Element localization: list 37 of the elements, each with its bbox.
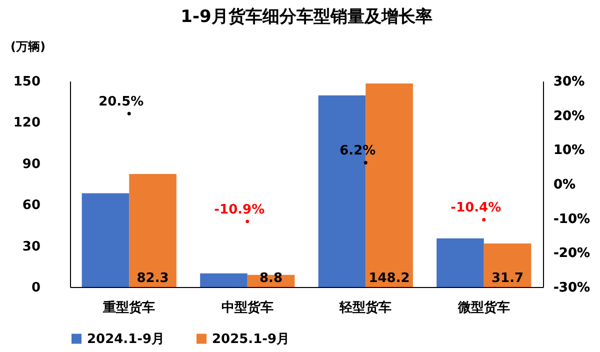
- bar: [82, 193, 130, 287]
- x-tick-label: 中型货车: [221, 300, 274, 316]
- point: [127, 112, 131, 116]
- y-tick-label: 0: [31, 280, 40, 296]
- bar: [200, 273, 248, 287]
- y-axis-title: (万辆): [10, 40, 46, 54]
- data-label: 31.7: [491, 271, 524, 286]
- y2-tick-label: -20%: [554, 246, 590, 262]
- chart-title: 1-9月货车细分车型销量及增长率: [180, 7, 432, 27]
- data-label: -10.9%: [214, 202, 265, 218]
- bar: [484, 243, 532, 287]
- data-label: -10.4%: [450, 200, 502, 216]
- y2-tick-label: 30%: [554, 74, 585, 90]
- y-tick-label: 120: [13, 116, 40, 131]
- y2-tick-label: -30%: [554, 280, 590, 296]
- y2-tick-label: 0%: [554, 178, 576, 192]
- bar: [129, 174, 176, 287]
- data-label: 8.8: [260, 271, 283, 286]
- y-tick-label: 30: [22, 239, 40, 254]
- y-tick-label: 90: [22, 156, 40, 172]
- data-label: 20.5%: [98, 94, 144, 110]
- y-tick-label: 60: [22, 198, 40, 214]
- x-tick-label: 轻型货车: [338, 300, 392, 316]
- y2-tick-label: -10%: [554, 212, 590, 227]
- data-label: 82.3: [136, 271, 169, 286]
- bar: [436, 238, 484, 287]
- data-label: 148.2: [368, 271, 410, 286]
- y2-tick-label: 20%: [554, 108, 585, 124]
- legend-label: 2024.1-9月: [87, 332, 165, 347]
- point: [482, 218, 486, 222]
- x-tick-label: 重型货车: [102, 300, 156, 316]
- point: [364, 160, 368, 164]
- point: [246, 220, 250, 224]
- y-tick-label: 150: [13, 74, 40, 90]
- legend-label: 2025.1-9月: [212, 332, 290, 347]
- x-tick-label: 微型货车: [456, 300, 510, 316]
- y2-tick-label: 10%: [554, 143, 585, 158]
